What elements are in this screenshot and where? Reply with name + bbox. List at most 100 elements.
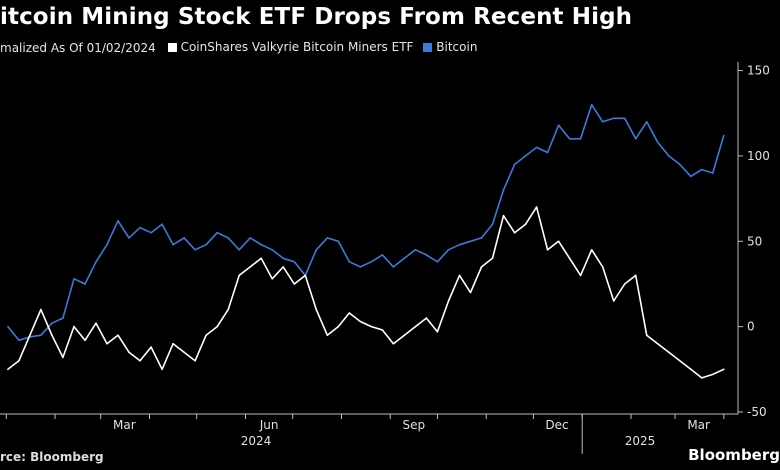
bitcoin-point	[579, 138, 582, 140]
bitcoin-point	[403, 257, 406, 260]
miners-etf-point	[139, 360, 141, 362]
miners-etf-point	[623, 283, 626, 285]
miners-etf-point	[205, 334, 207, 337]
bitcoin-point	[326, 237, 329, 239]
bitcoin-point	[469, 240, 472, 243]
miners-etf-point	[304, 274, 307, 277]
bitcoin-point	[260, 243, 263, 246]
y-tick-label: -50	[747, 405, 767, 419]
bitcoin-point	[293, 261, 296, 263]
miners-etf-point	[51, 334, 53, 337]
miners-etf-point	[601, 266, 604, 268]
bitcoin-point	[392, 266, 395, 268]
x-tick-label: Mar	[687, 418, 710, 432]
legend-item-bitcoin: Bitcoin	[423, 40, 477, 54]
bitcoin-point	[645, 121, 648, 123]
bitcoin-point	[480, 237, 483, 239]
miners-etf-point	[271, 278, 274, 280]
bitcoin-point	[172, 243, 174, 246]
bitcoin-point	[315, 249, 318, 251]
miners-etf-point	[656, 342, 659, 345]
bitcoin-point	[117, 220, 119, 222]
miners-etf-point	[326, 334, 329, 337]
miners-etf-point	[557, 240, 560, 243]
bitcoin-point	[535, 146, 538, 149]
x-tick-label: Dec	[545, 418, 568, 432]
miners-etf-point	[568, 257, 571, 260]
bitcoin-point	[227, 237, 229, 239]
x-year-label: 2025	[625, 434, 656, 448]
miners-etf-point	[282, 266, 285, 268]
bitcoin-point	[7, 325, 9, 328]
bitcoin-point	[634, 138, 637, 140]
bitcoin-point	[513, 163, 516, 166]
miners-etf-point	[95, 322, 97, 325]
miners-etf-point	[238, 274, 240, 277]
bitcoin-point	[701, 168, 703, 171]
bitcoin-point	[557, 124, 560, 126]
bitcoin-point	[690, 175, 692, 178]
bitcoin-point	[381, 254, 384, 256]
miners-etf-point	[392, 342, 395, 345]
bitcoin-point	[712, 172, 714, 174]
bitcoin-point	[238, 249, 240, 251]
bitcoin-point	[95, 261, 97, 263]
bitcoin-point	[62, 317, 64, 319]
miners-etf-point	[590, 249, 593, 251]
bitcoin-point	[18, 339, 20, 342]
miners-etf-point	[414, 325, 417, 328]
miners-etf-series-line	[7, 206, 725, 379]
bitcoin-point	[568, 138, 571, 140]
bitcoin-point	[414, 249, 417, 251]
bitcoin-point	[524, 155, 527, 157]
bitcoin-point	[458, 243, 461, 246]
miners-etf-point	[128, 351, 130, 354]
miners-etf-point	[524, 223, 527, 225]
bitcoin-point	[183, 237, 185, 239]
bitcoin-point	[348, 261, 351, 263]
miners-etf-point	[579, 274, 582, 277]
bitcoin-point	[205, 243, 207, 246]
x-tick-label: Jun	[259, 418, 279, 432]
miners-etf-point	[723, 368, 725, 371]
x-year-label: 2024	[241, 434, 272, 448]
bitcoin-point	[668, 155, 670, 157]
bitcoin-point	[546, 151, 549, 154]
miners-etf-point	[359, 320, 362, 323]
miners-etf-point	[668, 351, 670, 354]
miners-etf-point	[502, 214, 505, 217]
miners-etf-point	[73, 325, 75, 328]
miners-etf-point	[106, 342, 108, 345]
bitcoin-point	[590, 103, 593, 106]
miners-etf-point	[535, 206, 538, 208]
bitcoin-point	[623, 117, 626, 120]
legend-label-miners-etf: CoinShares Valkyrie Bitcoin Miners ETF	[180, 40, 414, 54]
legend-label-bitcoin: Bitcoin	[436, 40, 478, 54]
miners-etf-point	[348, 312, 351, 314]
miners-etf-point	[690, 368, 692, 371]
miners-etf-point	[84, 339, 86, 342]
miners-etf-point	[469, 291, 472, 294]
miners-etf-point	[458, 274, 461, 277]
miners-etf-point	[634, 274, 637, 277]
bitcoin-point	[436, 261, 439, 263]
bitcoin-point	[161, 223, 163, 225]
miners-etf-point	[194, 360, 196, 362]
bitcoin-point	[106, 243, 108, 246]
bitcoin-point	[216, 231, 218, 234]
miners-etf-point	[337, 325, 340, 328]
miners-etf-point	[260, 257, 263, 260]
miners-etf-point	[513, 231, 516, 234]
bitcoin-point	[194, 249, 196, 251]
miners-etf-point	[712, 373, 714, 376]
bitcoin-point	[612, 117, 615, 120]
miners-etf-point	[425, 317, 428, 319]
y-tick-label: 150	[747, 64, 770, 78]
bitcoin-point	[491, 223, 494, 225]
miners-etf-point	[117, 334, 119, 337]
bitcoin-point	[139, 226, 141, 229]
miners-etf-point	[491, 257, 494, 260]
y-tick-label: 50	[747, 234, 762, 248]
miners-etf-point	[172, 342, 174, 345]
